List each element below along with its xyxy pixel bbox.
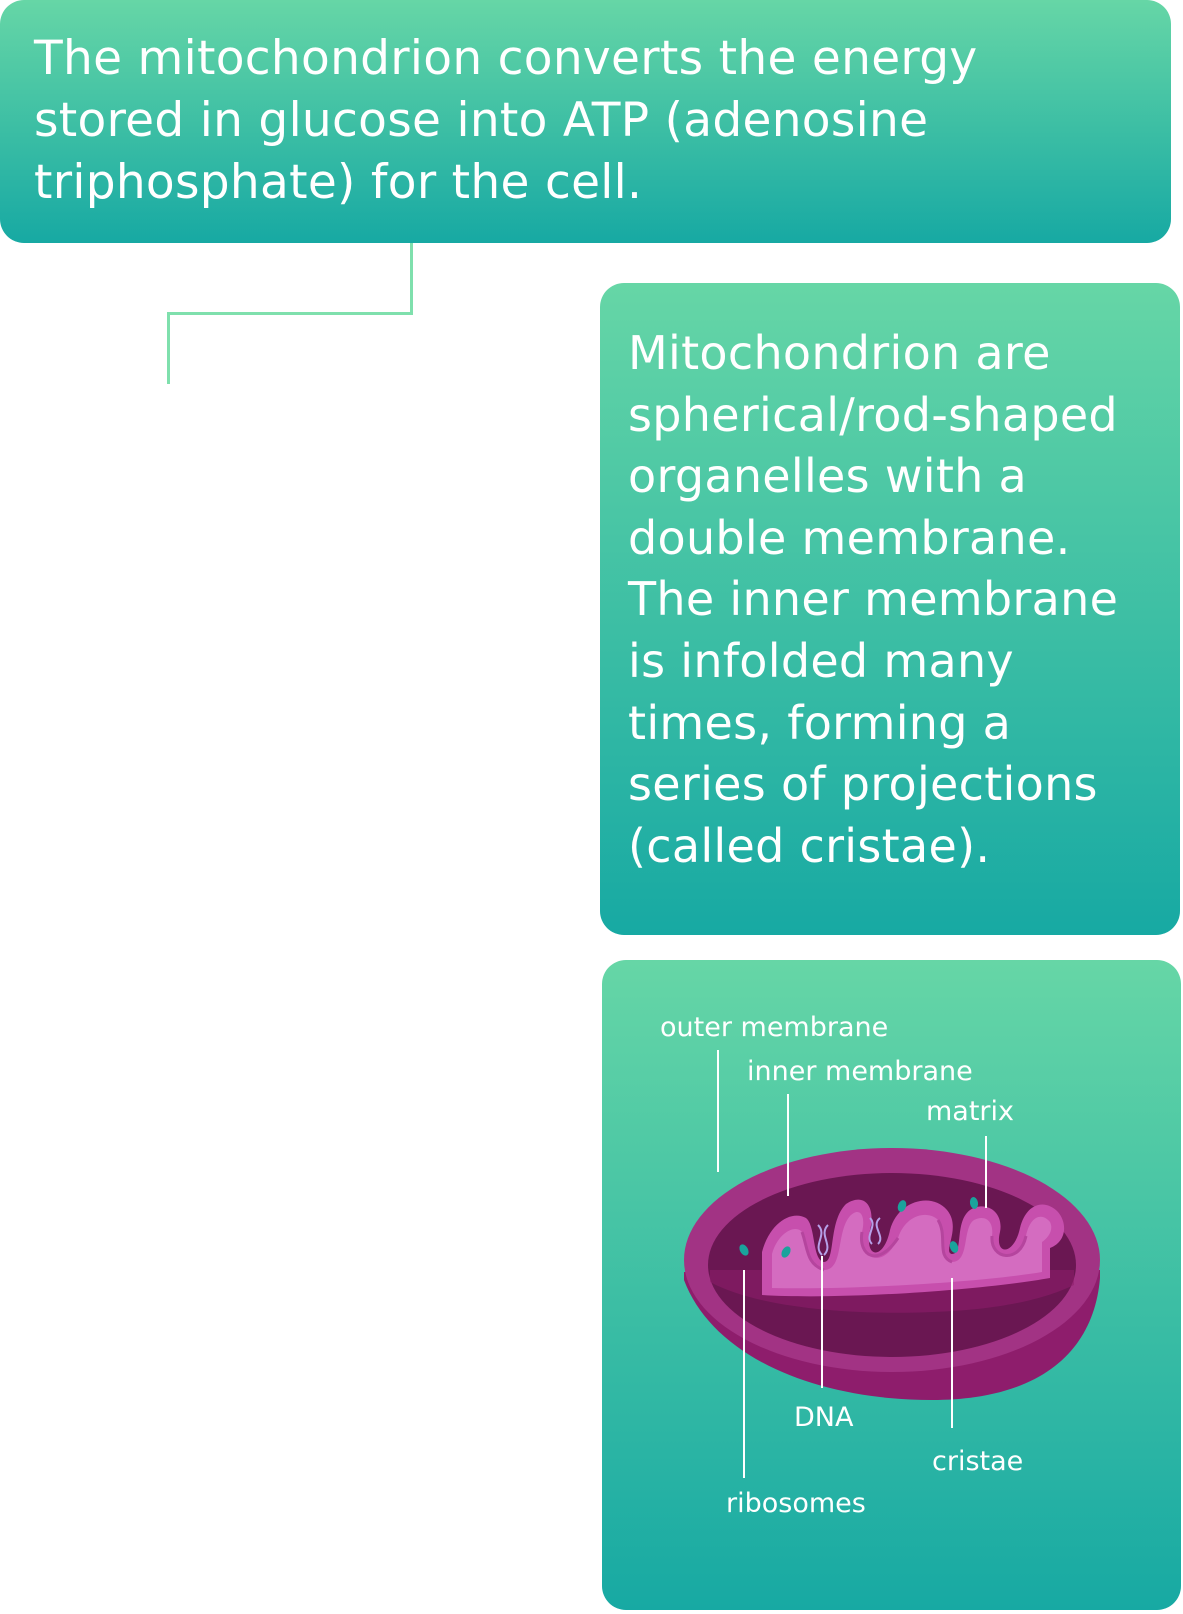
structure-card: Mitochondrion are spherical/rod-shaped o…: [600, 283, 1180, 935]
connector-vertical-bottom: [167, 312, 170, 384]
ribosome-dot: [897, 1200, 907, 1212]
structure-text: Mitochondrion are spherical/rod-shaped o…: [628, 326, 1119, 873]
ribosome-dot: [969, 1197, 979, 1209]
connector-horizontal: [167, 312, 413, 315]
label-ribosomes: ribosomes: [726, 1488, 866, 1519]
label-outer-membrane: outer membrane: [660, 1012, 888, 1043]
label-dna: DNA: [794, 1402, 854, 1433]
label-matrix: matrix: [926, 1096, 1014, 1127]
mitochondrion-diagram: outer membrane inner membrane matrix DNA…: [660, 1012, 1100, 1519]
intro-card: The mitochondrion converts the energy st…: [0, 0, 1171, 243]
ribosome-dot: [781, 1246, 791, 1258]
ribosome-dot: [739, 1244, 749, 1256]
mitochondrion-diagram-card: outer membrane inner membrane matrix DNA…: [602, 960, 1181, 1610]
label-inner-membrane: inner membrane: [747, 1056, 973, 1087]
intro-text: The mitochondrion converts the energy st…: [34, 31, 978, 210]
ribosome-dot: [949, 1241, 959, 1253]
label-cristae: cristae: [932, 1446, 1023, 1477]
connector-vertical-top: [410, 243, 413, 315]
leader-lines: [717, 1050, 987, 1478]
dna-strand: [817, 1217, 882, 1256]
matrix-area: [772, 1211, 1052, 1289]
cristae-folds: [800, 1219, 1028, 1272]
